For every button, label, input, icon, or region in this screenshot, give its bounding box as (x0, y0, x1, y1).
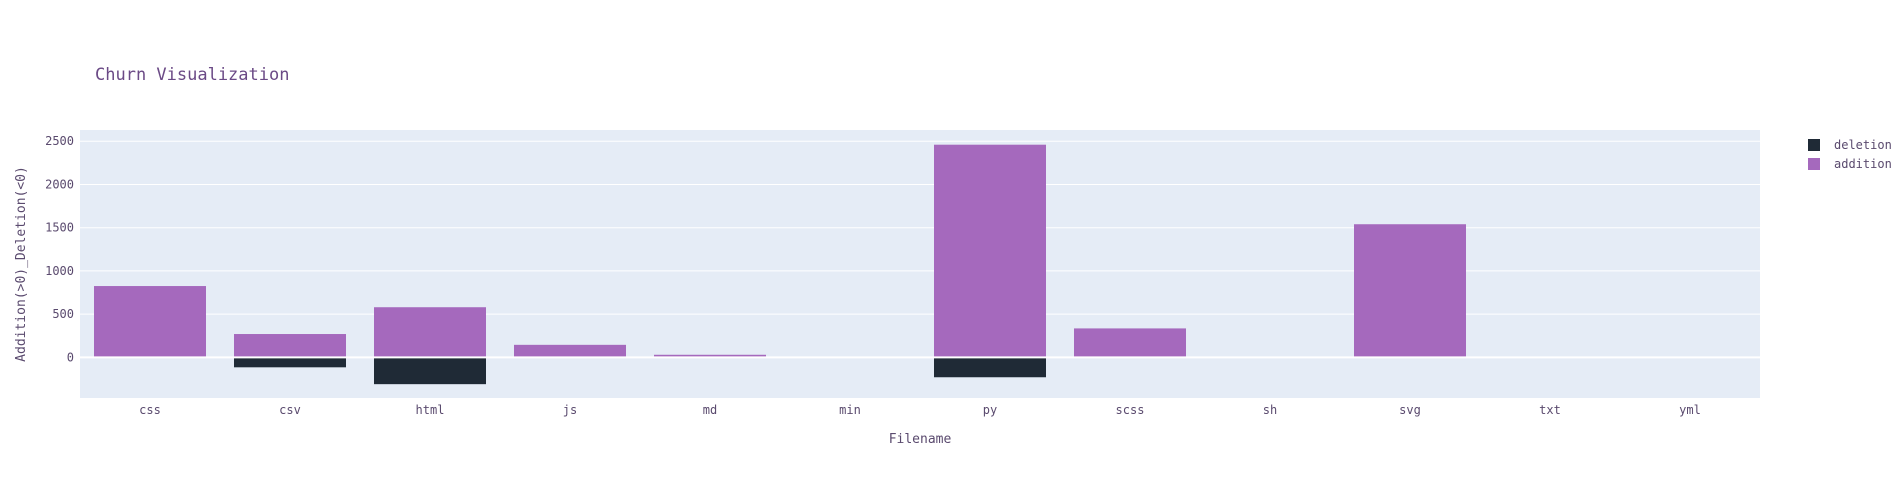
y-tick-label: 2500 (45, 134, 74, 148)
x-tick-label: py (983, 403, 997, 417)
bar-additions-md[interactable] (654, 354, 766, 358)
x-tick-label: css (139, 403, 161, 417)
x-tick-label: sh (1263, 403, 1277, 417)
y-tick-label: 1500 (45, 221, 74, 235)
y-tick-label: 2000 (45, 177, 74, 191)
bars (94, 144, 1606, 385)
grid-lines (80, 140, 1760, 315)
y-tick-label: 0 (67, 350, 74, 364)
x-tick-label: html (416, 403, 445, 417)
x-tick-label: svg (1399, 403, 1421, 417)
y-tick-label: 500 (52, 307, 74, 321)
bar-deletions-py[interactable] (934, 357, 1046, 378)
bar-additions-scss[interactable] (1074, 328, 1186, 358)
bar-additions-py[interactable] (934, 144, 1046, 358)
x-axis-title: Filename (889, 432, 952, 447)
bar-deletions-html[interactable] (374, 357, 486, 385)
y-axis-ticks: 0 500 1000 1500 2000 2500 (45, 134, 74, 364)
legend-swatch[interactable] (1808, 158, 1820, 170)
x-axis-ticks: css csv html js md min py scss sh svg txt yml (139, 403, 1701, 417)
bar-additions-svg[interactable] (1354, 224, 1466, 358)
y-tick-label: 1000 (45, 264, 74, 278)
bar-additions-js[interactable] (514, 344, 626, 358)
x-tick-label: min (839, 403, 861, 417)
bar-additions-css[interactable] (94, 286, 206, 358)
x-tick-label: txt (1539, 403, 1561, 417)
x-tick-label: md (703, 403, 717, 417)
x-tick-label: scss (1116, 403, 1145, 417)
bar-deletions-csv[interactable] (234, 357, 346, 368)
bar-additions-csv[interactable] (234, 334, 346, 358)
legend-swatch[interactable] (1808, 139, 1820, 151)
legend-label[interactable]: deletions (1834, 138, 1893, 152)
y-axis-title: Addition(>0)_Deletion(<0) (14, 166, 29, 362)
legend-label[interactable]: additions (1834, 157, 1893, 171)
chart-title: Churn Visualization (95, 65, 289, 85)
legend[interactable]: deletions additions (1808, 138, 1893, 171)
x-tick-label: yml (1679, 403, 1701, 417)
x-tick-label: js (563, 403, 577, 417)
plot-area (80, 130, 1760, 398)
bar-additions-html[interactable] (374, 307, 486, 358)
x-tick-label: csv (279, 403, 301, 417)
